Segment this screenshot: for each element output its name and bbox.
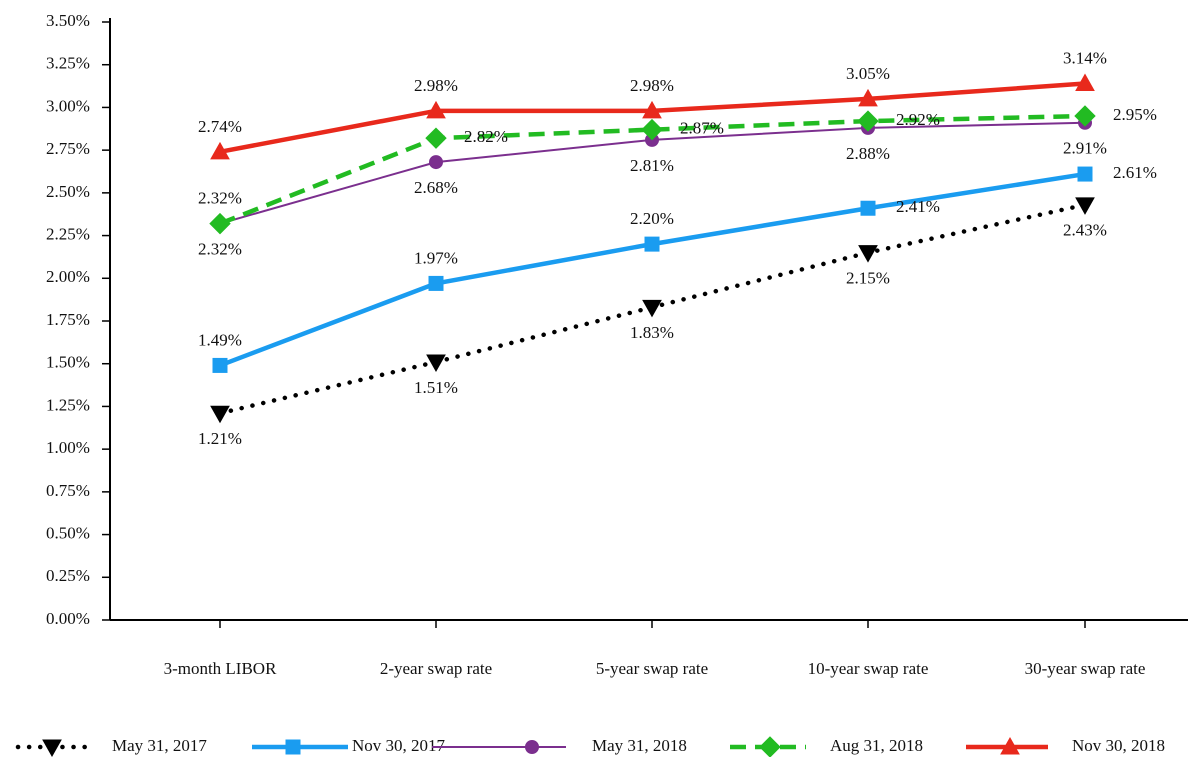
- data-label: 2.32%: [198, 189, 242, 208]
- data-label: 2.88%: [846, 144, 890, 163]
- legend-marker: [759, 736, 781, 757]
- data-label: 2.81%: [630, 156, 674, 175]
- marker: [1077, 166, 1093, 182]
- marker: [210, 405, 230, 424]
- legend-label: Nov 30, 2018: [1072, 736, 1165, 755]
- data-label: 2.41%: [896, 197, 940, 216]
- y-tick-label: 2.00%: [46, 267, 90, 286]
- data-label: 1.49%: [198, 330, 242, 349]
- y-tick-label: 0.00%: [46, 609, 90, 628]
- marker: [209, 212, 231, 235]
- marker: [858, 88, 878, 107]
- y-tick-label: 2.50%: [46, 182, 90, 201]
- marker: [428, 275, 444, 291]
- marker: [1075, 73, 1095, 92]
- y-tick-label: 2.25%: [46, 224, 90, 243]
- y-tick-label: 3.50%: [46, 11, 90, 30]
- marker: [860, 200, 876, 216]
- marker: [1075, 197, 1095, 215]
- legend-label: May 31, 2017: [112, 736, 207, 755]
- legend-marker: [42, 739, 62, 757]
- data-label: 2.91%: [1063, 139, 1107, 158]
- data-label: 2.68%: [414, 178, 458, 197]
- marker: [857, 110, 879, 132]
- data-label: 2.95%: [1113, 105, 1157, 124]
- data-label: 3.05%: [846, 64, 890, 83]
- data-label: 1.21%: [198, 429, 242, 448]
- data-label: 2.87%: [680, 119, 724, 138]
- data-label: 2.98%: [414, 76, 458, 95]
- data-label: 2.74%: [198, 117, 242, 136]
- data-label: 2.92%: [896, 110, 940, 129]
- marker: [210, 141, 230, 160]
- data-label: 2.98%: [630, 76, 674, 95]
- data-label: 2.20%: [630, 209, 674, 228]
- legend-marker: [285, 739, 301, 755]
- x-tick-label: 2-year swap rate: [380, 659, 492, 678]
- data-label: 3.14%: [1063, 48, 1107, 67]
- legend-marker: [1000, 736, 1020, 755]
- data-label: 1.83%: [630, 323, 674, 342]
- y-tick-label: 2.75%: [46, 139, 90, 158]
- marker: [429, 155, 443, 170]
- y-tick-label: 1.00%: [46, 438, 90, 457]
- legend-label: May 31, 2018: [592, 736, 687, 755]
- marker: [212, 357, 228, 373]
- marker: [642, 100, 662, 119]
- series-line: [219, 113, 1086, 226]
- marker: [426, 100, 446, 119]
- x-tick-label: 30-year swap rate: [1025, 659, 1146, 678]
- data-label: 2.61%: [1113, 163, 1157, 182]
- marker: [425, 127, 447, 149]
- marker: [641, 118, 663, 141]
- data-label: 2.15%: [846, 269, 890, 288]
- marker: [642, 299, 662, 318]
- y-tick-label: 1.25%: [46, 395, 90, 414]
- marker: [858, 245, 878, 263]
- y-tick-label: 3.00%: [46, 96, 90, 115]
- marker: [644, 236, 660, 252]
- legend-marker: [525, 740, 539, 754]
- x-tick-label: 3-month LIBOR: [164, 659, 278, 678]
- data-label: 2.82%: [464, 127, 508, 146]
- data-label: 2.43%: [1063, 221, 1107, 240]
- y-tick-label: 1.50%: [46, 353, 90, 372]
- data-label: 2.32%: [198, 240, 242, 259]
- y-tick-label: 0.50%: [46, 523, 90, 542]
- marker: [1074, 105, 1096, 127]
- y-tick-label: 3.25%: [46, 54, 90, 73]
- data-label: 1.97%: [414, 248, 458, 267]
- x-tick-label: 10-year swap rate: [808, 659, 929, 678]
- y-tick-label: 0.75%: [46, 481, 90, 500]
- y-tick-label: 0.25%: [46, 566, 90, 585]
- y-tick-label: 1.75%: [46, 310, 90, 329]
- marker: [426, 354, 446, 373]
- legend-label: Aug 31, 2018: [830, 736, 923, 755]
- data-label: 1.51%: [414, 378, 458, 397]
- x-tick-label: 5-year swap rate: [596, 659, 708, 678]
- legend-label: Nov 30, 2017: [352, 736, 446, 755]
